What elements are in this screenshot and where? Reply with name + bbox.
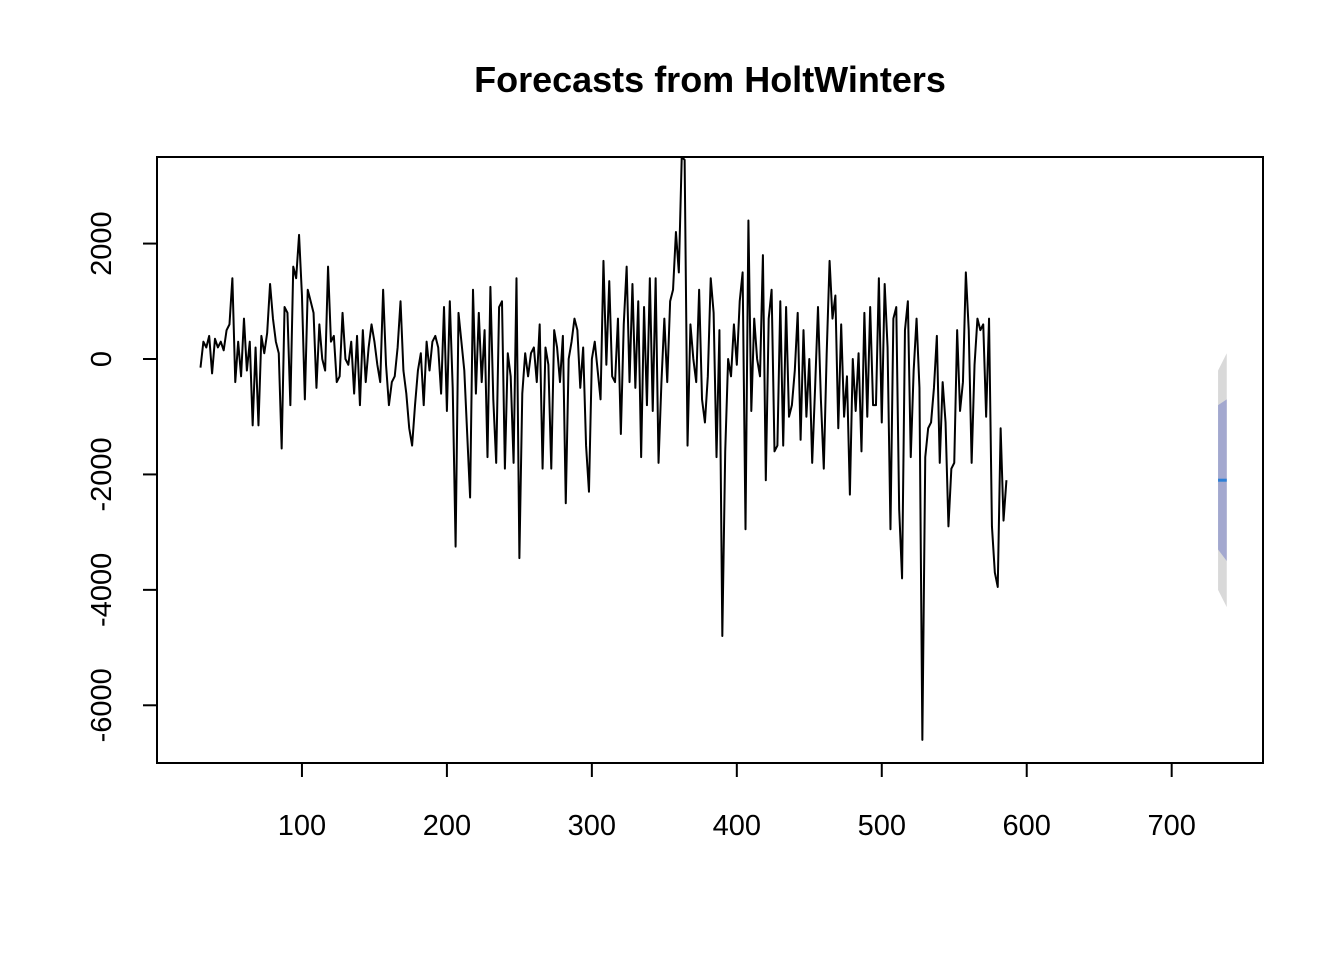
y-tick-label: -4000 xyxy=(86,553,118,627)
x-tick-label: 100 xyxy=(278,810,326,842)
x-tick-label: 500 xyxy=(858,810,906,842)
series-line xyxy=(199,156,1008,741)
x-tick-label: 600 xyxy=(1003,810,1051,842)
y-tick-label: 0 xyxy=(86,351,118,367)
x-tick-label: 200 xyxy=(423,810,471,842)
series-line-group xyxy=(199,156,1008,741)
x-tick-label: 300 xyxy=(568,810,616,842)
plot-frame xyxy=(156,156,1264,764)
chart-title: Forecasts from HoltWinters xyxy=(474,59,946,100)
x-tick-label: 700 xyxy=(1147,810,1195,842)
y-tick-label: 2000 xyxy=(86,211,118,276)
y-axis: -6000 -4000 -2000 0 2000 xyxy=(86,211,158,742)
x-axis: 100 200 300 400 500 600 700 xyxy=(278,762,1196,842)
x-tick-label: 400 xyxy=(713,810,761,842)
y-tick-label: -2000 xyxy=(86,437,118,511)
y-tick-label: -6000 xyxy=(86,668,118,742)
